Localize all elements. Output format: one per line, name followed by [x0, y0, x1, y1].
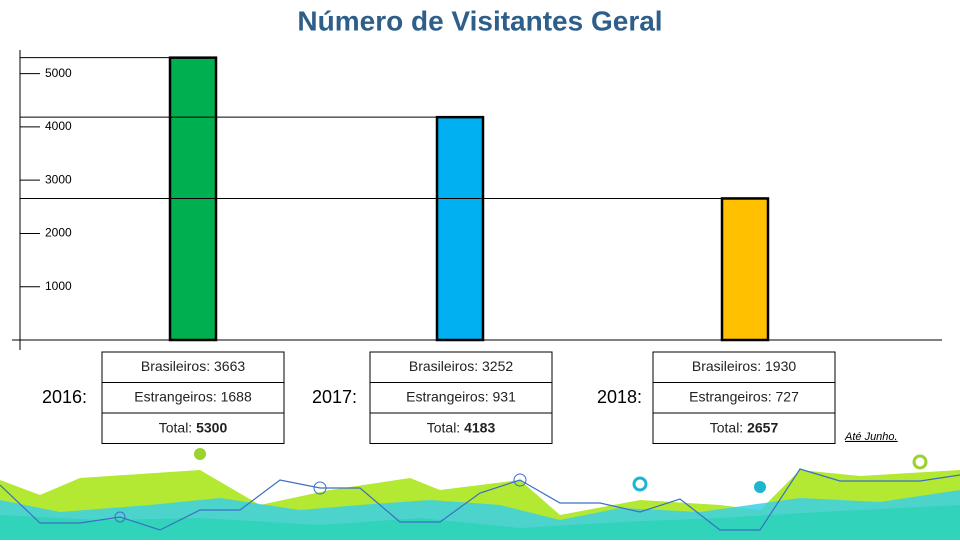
year-label: 2018: [597, 387, 642, 407]
note: Até Junho. [844, 431, 898, 443]
y-tick-label: 3000 [45, 172, 72, 186]
table [101, 351, 285, 444]
table-cell: Brasileiros: 3663 [141, 358, 245, 374]
y-tick-label: 5000 [45, 66, 72, 80]
table-cell: Brasileiros: 3252 [409, 358, 513, 374]
table-total: Total: 5300 [159, 419, 228, 435]
total-value: 2657 [747, 419, 778, 435]
bar [720, 197, 770, 342]
table [652, 351, 836, 444]
total-label: Total: [710, 419, 743, 435]
table-cell: Estrangeiros: 727 [689, 388, 799, 404]
table-cell: Estrangeiros: 931 [406, 388, 516, 404]
table-total: Total: 4183 [427, 419, 496, 435]
y-tick-label: 2000 [45, 226, 72, 240]
total-label: Total: [427, 419, 460, 435]
table-cell: Estrangeiros: 1688 [134, 388, 252, 404]
table [369, 351, 553, 444]
table-total: Total: 2657 [710, 419, 779, 435]
year-label: 2016: [42, 387, 87, 407]
chart-title: Número de Visitantes Geral [297, 5, 662, 36]
year-label: 2017: [312, 387, 357, 407]
y-tick-label: 1000 [45, 279, 72, 293]
total-label: Total: [159, 419, 192, 435]
total-value: 5300 [196, 419, 227, 435]
bar [435, 115, 485, 342]
decoration [0, 448, 960, 540]
total-value: 4183 [464, 419, 495, 435]
table-cell: Brasileiros: 1930 [692, 358, 796, 374]
y-tick-label: 4000 [45, 119, 72, 133]
